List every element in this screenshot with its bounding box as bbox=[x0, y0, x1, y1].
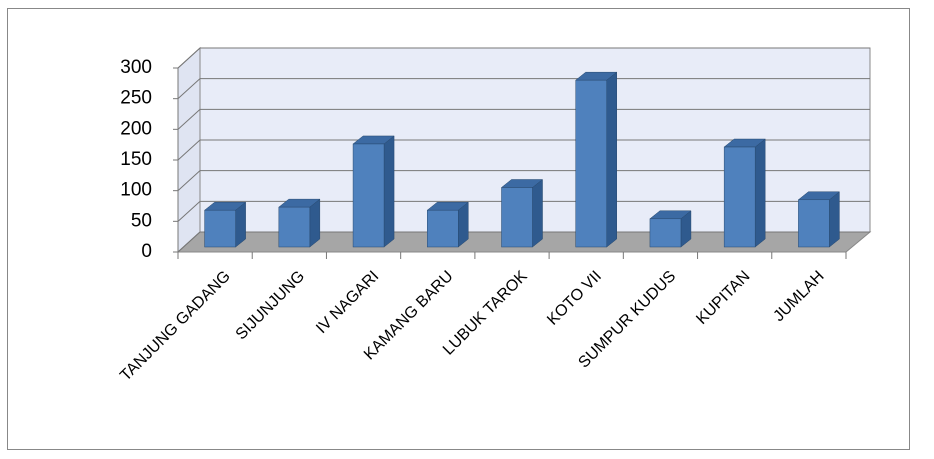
y-tick-label: 100 bbox=[120, 180, 152, 201]
bar bbox=[352, 143, 385, 248]
grid-line bbox=[177, 78, 870, 100]
bar bbox=[723, 146, 756, 248]
bar-side bbox=[829, 191, 840, 248]
y-tick-label: 50 bbox=[131, 210, 152, 231]
bar-side bbox=[606, 71, 617, 248]
bar-side bbox=[309, 198, 321, 248]
grid-line bbox=[177, 108, 870, 130]
y-tick-label: 150 bbox=[120, 149, 152, 170]
y-tick-label: 0 bbox=[141, 241, 152, 262]
y-tick-label: 200 bbox=[120, 118, 152, 139]
bar bbox=[427, 209, 459, 248]
bar-side bbox=[383, 135, 395, 248]
bar bbox=[575, 79, 607, 248]
bar bbox=[278, 206, 311, 248]
grid-line bbox=[177, 47, 870, 69]
bar bbox=[204, 209, 236, 248]
grid-line bbox=[177, 200, 870, 222]
grid-line bbox=[177, 231, 870, 253]
bar bbox=[501, 187, 533, 248]
bar bbox=[798, 199, 830, 248]
grid-line bbox=[177, 170, 870, 192]
bar bbox=[649, 218, 682, 248]
bar-side bbox=[532, 178, 543, 248]
y-tick-label: 250 bbox=[120, 88, 152, 109]
grid-line bbox=[177, 139, 870, 161]
bar-side bbox=[754, 138, 766, 248]
y-tick-label: 300 bbox=[120, 57, 152, 78]
